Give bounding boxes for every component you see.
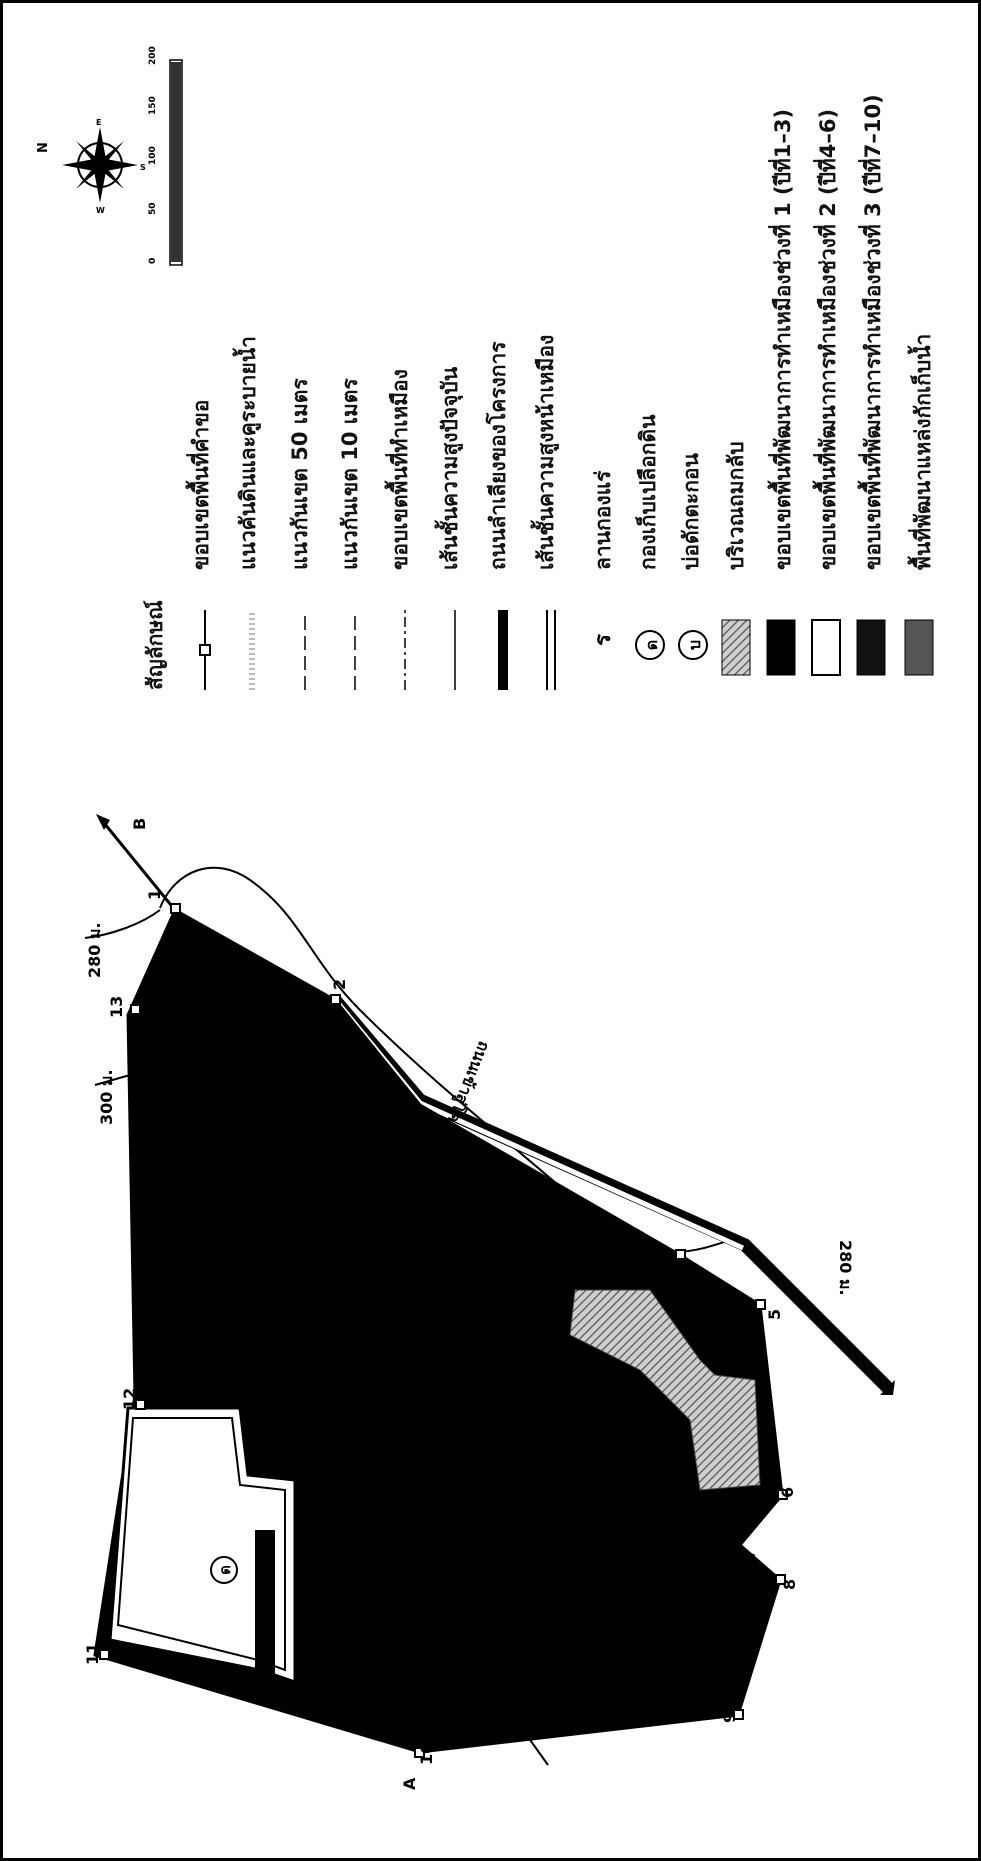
legend-label-9: กองเก็บเปลือกดิน [634,414,660,570]
legend-label-12: ขอบเขตพื้นที่พัฒนาการทำเหมืองช่วงที่ 1 (… [767,109,795,570]
legend-label-2: แนวกันเขต 50 เมตร [288,378,312,570]
section-label-a: A [400,1777,419,1790]
scale-tick-100: 100 [148,146,158,165]
point-label-12: 12 [120,1388,139,1410]
contour-300 [94,1074,131,1086]
legend-label-3: แนวกันเขต 10 เมตร [338,378,362,570]
contour-label-280-right: 280 ม. [836,1240,855,1296]
legend-symbol-black-box [766,619,796,676]
legend-label-10: บ่อดักตะกอน [679,452,703,570]
legend-title: สัญลักษณ์ [143,600,168,690]
corner-markers [99,903,788,1758]
legend-label-15: พื้นที่พัฒนาแหล่งกักเก็บน้ำ [907,334,935,570]
scale-tick-0: 0 [148,258,158,264]
overburden-strip [255,1530,275,1680]
compass-e: E [96,118,101,127]
legend-symbol-boundary-line [199,610,211,690]
site-map: ด 1 2 3 5 6 7 8 9 10 11 12 [83,814,895,1790]
point-label-1: 1 [145,889,164,900]
contour-label-300: 300 ม. [97,1069,116,1125]
scale-tick-50: 50 [148,202,158,215]
compass-n: N [36,142,51,153]
road-arrow [880,1380,895,1395]
point-label-3: 3 [403,1104,422,1115]
legend-symbol-grey-box [904,619,934,676]
scale-tick-200: 200 [148,46,158,65]
legend-symbol-white-box [811,619,841,676]
legend-label-8: ลานกองแร่ [591,470,615,570]
point-label-7: 7 [740,1549,759,1560]
point-label-8: 8 [780,1579,799,1590]
contour-label-280-top: 280 ม. [85,922,104,978]
point-label-10: 10 [417,1743,436,1765]
legend-symbol-overburden: ด [635,630,665,660]
stockpile-symbol [210,1556,238,1584]
point-label-6: 6 [778,1487,797,1498]
section-line-ab-top [98,817,177,911]
legend-label-1: แนวคันดินและคูระบายน้ำ [232,336,262,570]
legend-label-7: เส้นชั้นความสูงหน้าเหมือง [530,335,560,570]
legend-symbol-dark-box [856,619,886,676]
legend-label-5: เส้นชั้นความสูงปัจจุบัน [434,366,464,570]
point-label-2: 2 [330,979,349,990]
legend-symbol-sediment-pond: บ [678,630,708,660]
legend-symbol-ore-yard: ร [591,634,616,646]
legend-label-14: ขอบเขตพื้นที่พัฒนาการทำเหมืองช่วงที่ 3 (… [857,94,885,570]
section-label-b: B [130,818,149,830]
legend-label-4: ขอบเขตพื้นที่ทำเหมือง [384,369,412,570]
point-label-5: 5 [765,1309,784,1320]
svg-text:ด: ด [642,640,661,650]
scale-bar: 0 50 100 150 200 [148,46,183,266]
legend-label-6: ถนนลำเลียงของโครงการ [485,341,510,570]
scale-tick-150: 150 [148,96,158,115]
legend-label-0: ขอบเขตพื้นที่คำขอ [185,400,213,570]
section-arrow-b [96,814,110,830]
stockpile-symbol-text: ด [216,1565,234,1575]
compass-w: W [96,206,105,215]
legend-label-11: บริเวณถมกลับ [724,441,748,570]
legend-symbol-hatched-box [721,619,751,676]
svg-text:บ: บ [685,640,704,650]
compass-s: S [140,163,146,172]
legend: สัญลักษณ์ ขอบเขตพื้นที่คำขอ แนวคันดินและ… [143,94,935,690]
legend-label-13: ขอบเขตพื้นที่พัฒนาการทำเหมืองช่วงที่ 2 (… [812,109,840,570]
point-label-11: 11 [83,1643,102,1665]
contour-280-top [84,909,161,939]
point-label-9: 9 [720,1712,739,1723]
legend-symbol-double-line [546,610,556,690]
backfill-area [569,1289,761,1491]
compass-rose: N E S W [36,118,146,215]
point-label-13: 13 [107,996,126,1018]
